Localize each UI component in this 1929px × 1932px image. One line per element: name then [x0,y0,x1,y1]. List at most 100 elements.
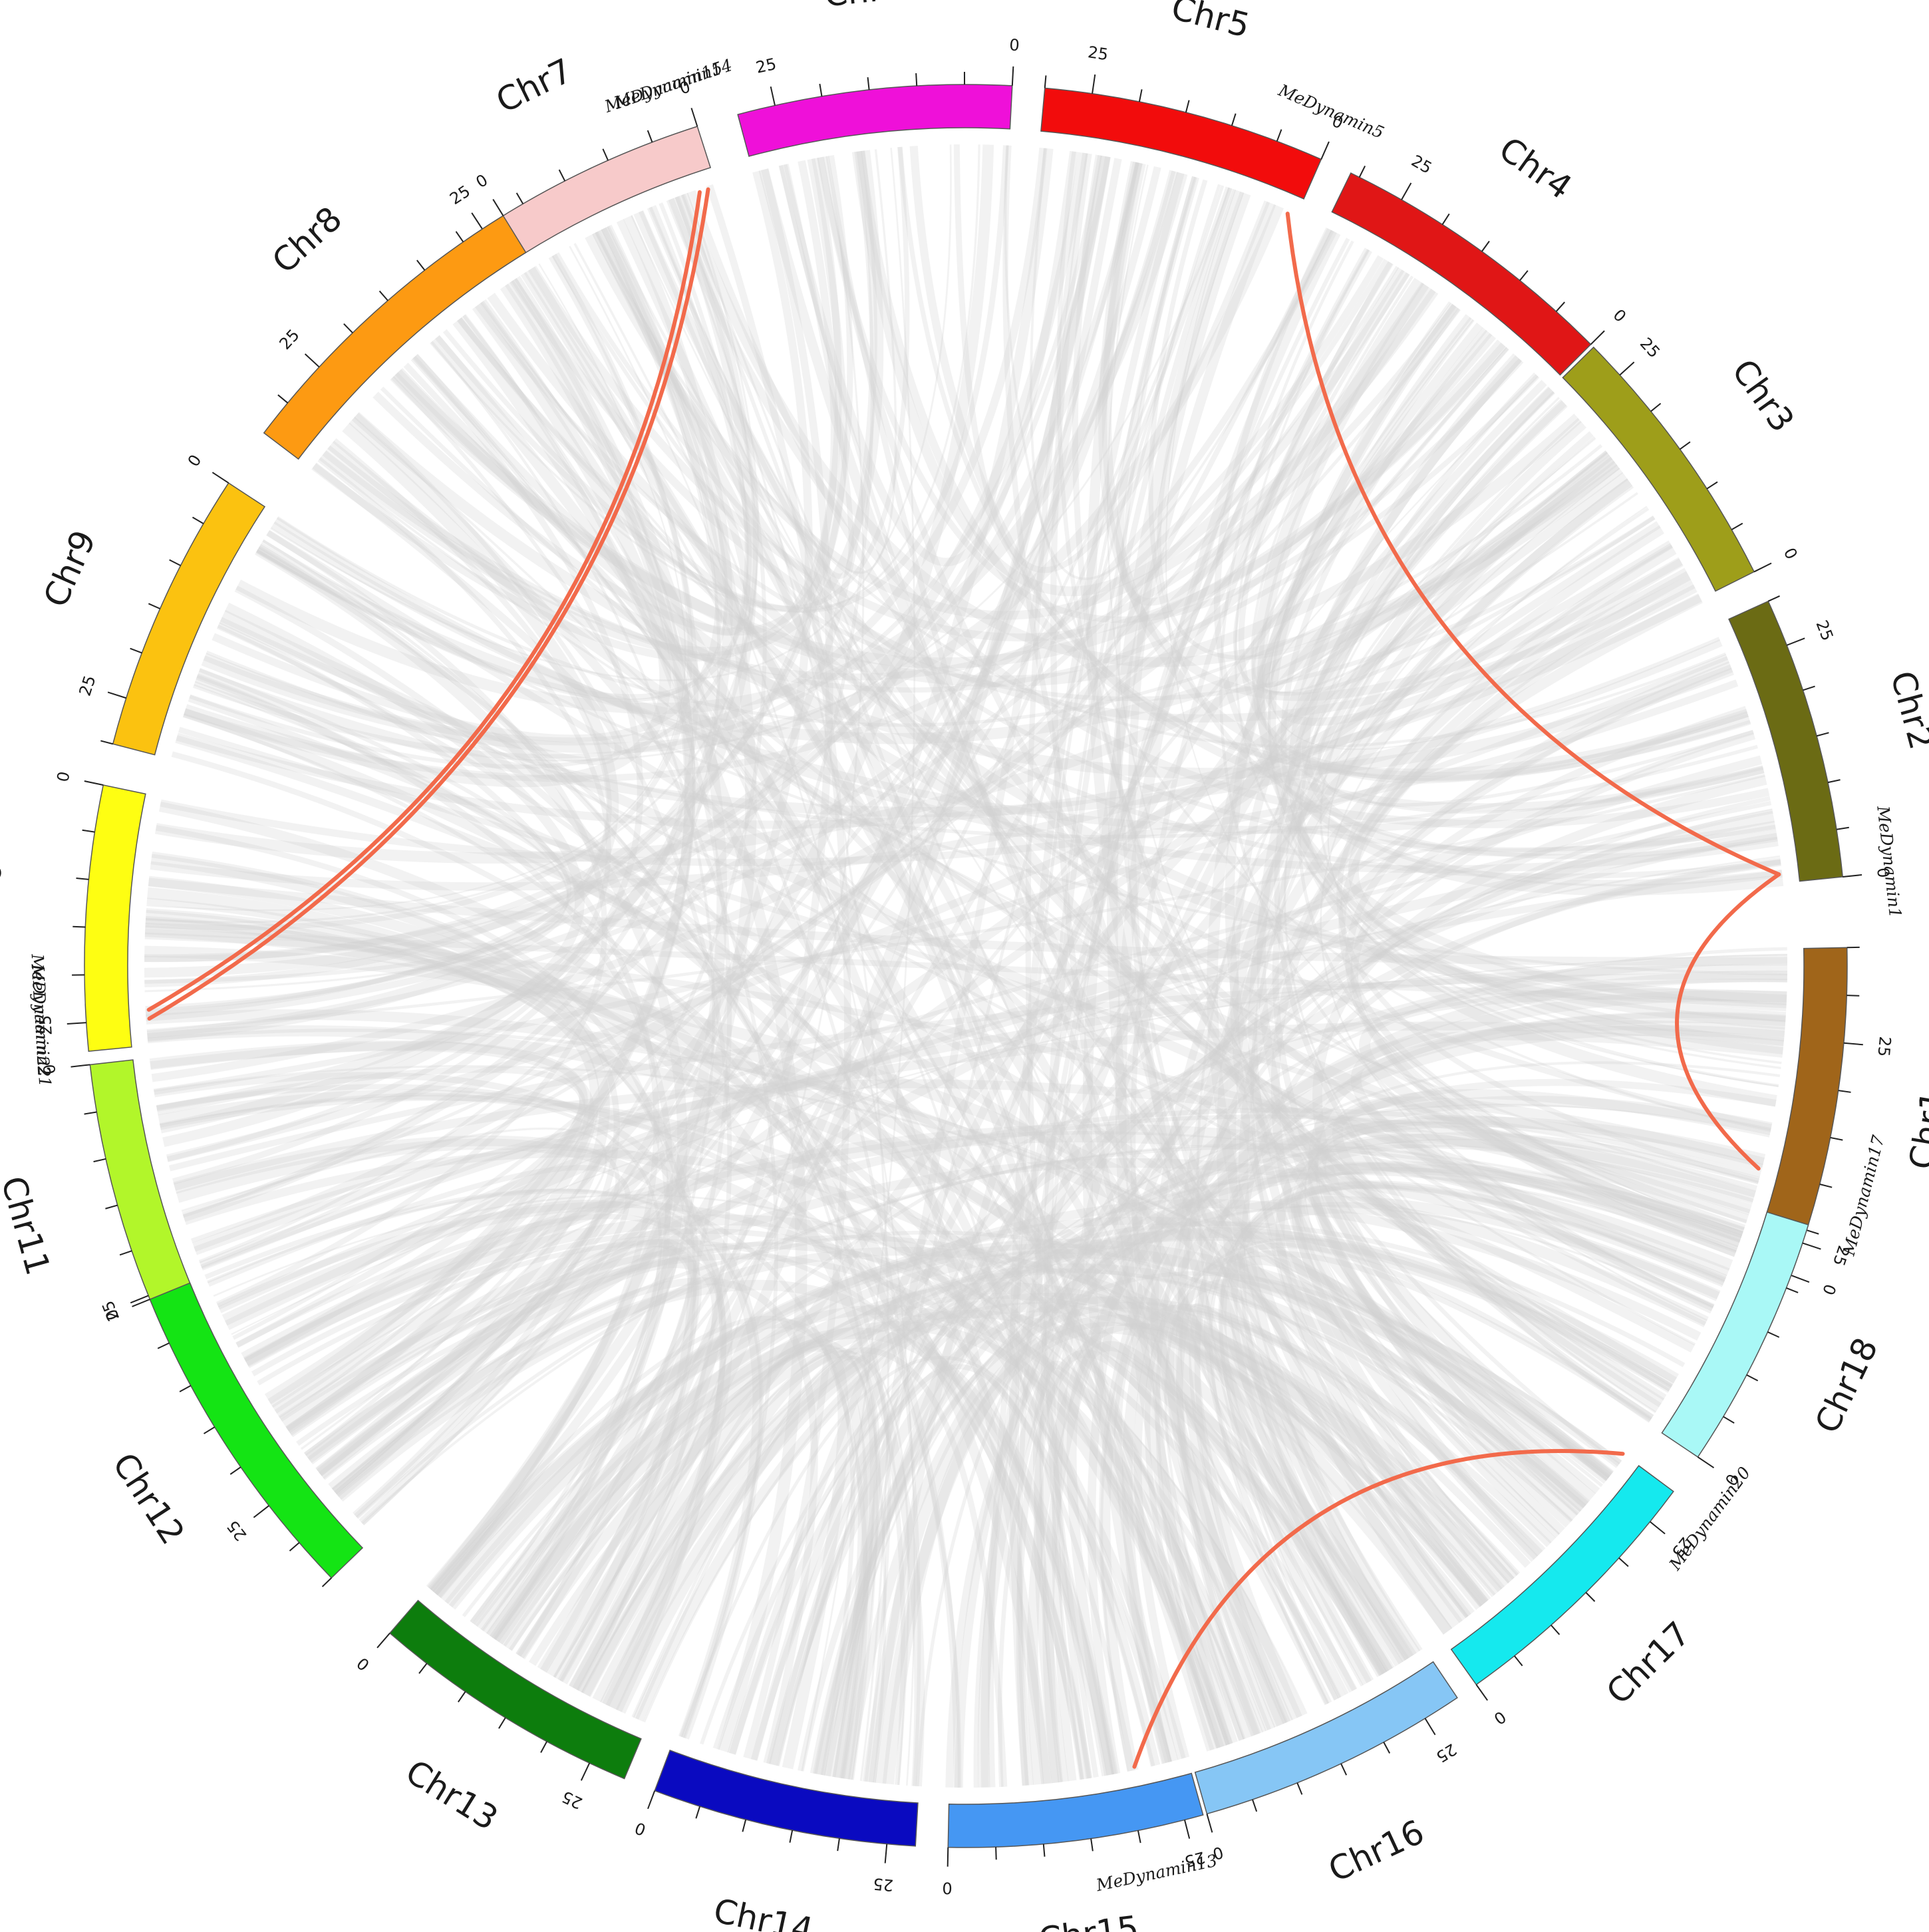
collinear-link [508,1268,1579,1651]
chromosome-chr13 [388,1599,642,1780]
collinear-link [1025,152,1099,1778]
tick-label: 0 [1009,36,1020,55]
tick-label: 25 [1408,151,1435,177]
collinear-link [148,876,610,1476]
collinear-link [354,416,1519,1575]
collinear-link [171,751,1108,1776]
collinear-link [184,255,1384,782]
collinear-link [953,144,1270,573]
collinear-link [909,146,1765,812]
collinear-link [319,457,1756,1194]
collinear-link [681,194,1330,1704]
chromosome-label: Chr4 [1492,130,1579,207]
collinear-link [1238,261,1749,784]
tick-mark [602,148,609,161]
collinear-link [155,456,1618,864]
tick-mark [471,212,483,230]
collinear-link [633,1227,1679,1722]
collinear-link [1100,1061,1781,1772]
collinear-link [1291,1134,1752,1562]
collinear-link [146,1009,1586,1513]
tick-mark [253,1505,269,1518]
collinear-link [349,416,1161,1767]
collinear-link [146,897,1233,1746]
tick-mark [742,1819,747,1832]
collinear-link [572,1347,1008,1787]
collinear-link [915,947,1787,1786]
tick-label: 25 [275,326,303,353]
tick-mark [1320,141,1330,160]
collinear-link [1280,327,1784,1046]
collinear-link [241,1124,1740,1363]
collinear-link [480,301,1696,1346]
collinear-link [355,412,732,1692]
tick-mark [1138,89,1143,102]
collinear-link [149,1040,595,1403]
collinear-link [1016,176,1197,1786]
tick-mark [789,1830,794,1843]
tick-label: 25 [76,673,100,699]
tick-mark [1827,779,1841,784]
tick-mark [192,516,204,524]
tick-mark [132,1299,150,1307]
chromosome-label: Chr7 [490,51,578,120]
tick-mark [1276,129,1282,142]
tick-mark [1803,685,1815,691]
collinear-link [616,953,1788,1714]
tick-mark [458,1691,466,1702]
collinear-link [1042,1011,1786,1784]
collinear-link [1332,1096,1765,1408]
collinear-link [452,317,808,1753]
chromosome-label: Chr12 [105,1446,192,1551]
tick-mark [84,1111,97,1115]
tick-mark [1767,595,1780,602]
collinear-link [351,412,1734,779]
tick-mark [1836,826,1849,830]
duplication-link [1675,872,1781,1171]
collinear-link [462,978,1787,1617]
collinear-link [678,192,1620,667]
collinear-link [728,1296,1552,1755]
tick-label: 0 [40,1063,60,1075]
collinear-link [183,302,671,788]
collinear-link [359,166,1161,1526]
collinear-link [144,667,572,984]
collinear-link [1072,154,1590,1506]
collinear-link [605,1229,1674,1710]
collinear-link [181,1127,607,1450]
collinear-link [154,1072,726,1712]
collinear-link [255,227,728,703]
collinear-link [1268,301,1779,1088]
collinear-link [201,204,1284,754]
chromosome-label: Chr13 [399,1752,505,1838]
tick-mark [884,1844,888,1863]
tick-mark [130,1295,149,1304]
tick-mark [229,1466,241,1475]
tick-mark [819,83,823,96]
collinear-link [196,673,673,1634]
tick-label: 0 [184,451,206,470]
collinear-link [390,339,1506,669]
chromosome-label: Chr9 [36,525,103,613]
collinear-link [146,774,1765,1033]
collinear-link [182,150,877,1222]
collinear-link [194,1021,1785,1255]
tick-label: 25 [754,55,778,77]
tick-mark [1185,100,1190,113]
collinear-link [234,585,961,1788]
collinear-link [175,734,1543,1557]
collinear-link [204,1188,869,1780]
collinear-link [145,192,760,923]
collinear-link [823,156,1386,1676]
collinear-link [166,540,1673,1162]
collinear-link [296,1235,1496,1597]
chromosome-label: Chr3 [1724,353,1801,440]
collinear-link [216,530,608,1307]
tick-label: 0 [353,1653,373,1674]
collinear-link [674,196,1221,1748]
collinear-link [394,368,1787,1023]
collinear-link [1262,322,1689,726]
collinear-link [997,809,1773,1787]
collinear-link [545,1339,875,1779]
tick-mark [1847,995,1860,997]
